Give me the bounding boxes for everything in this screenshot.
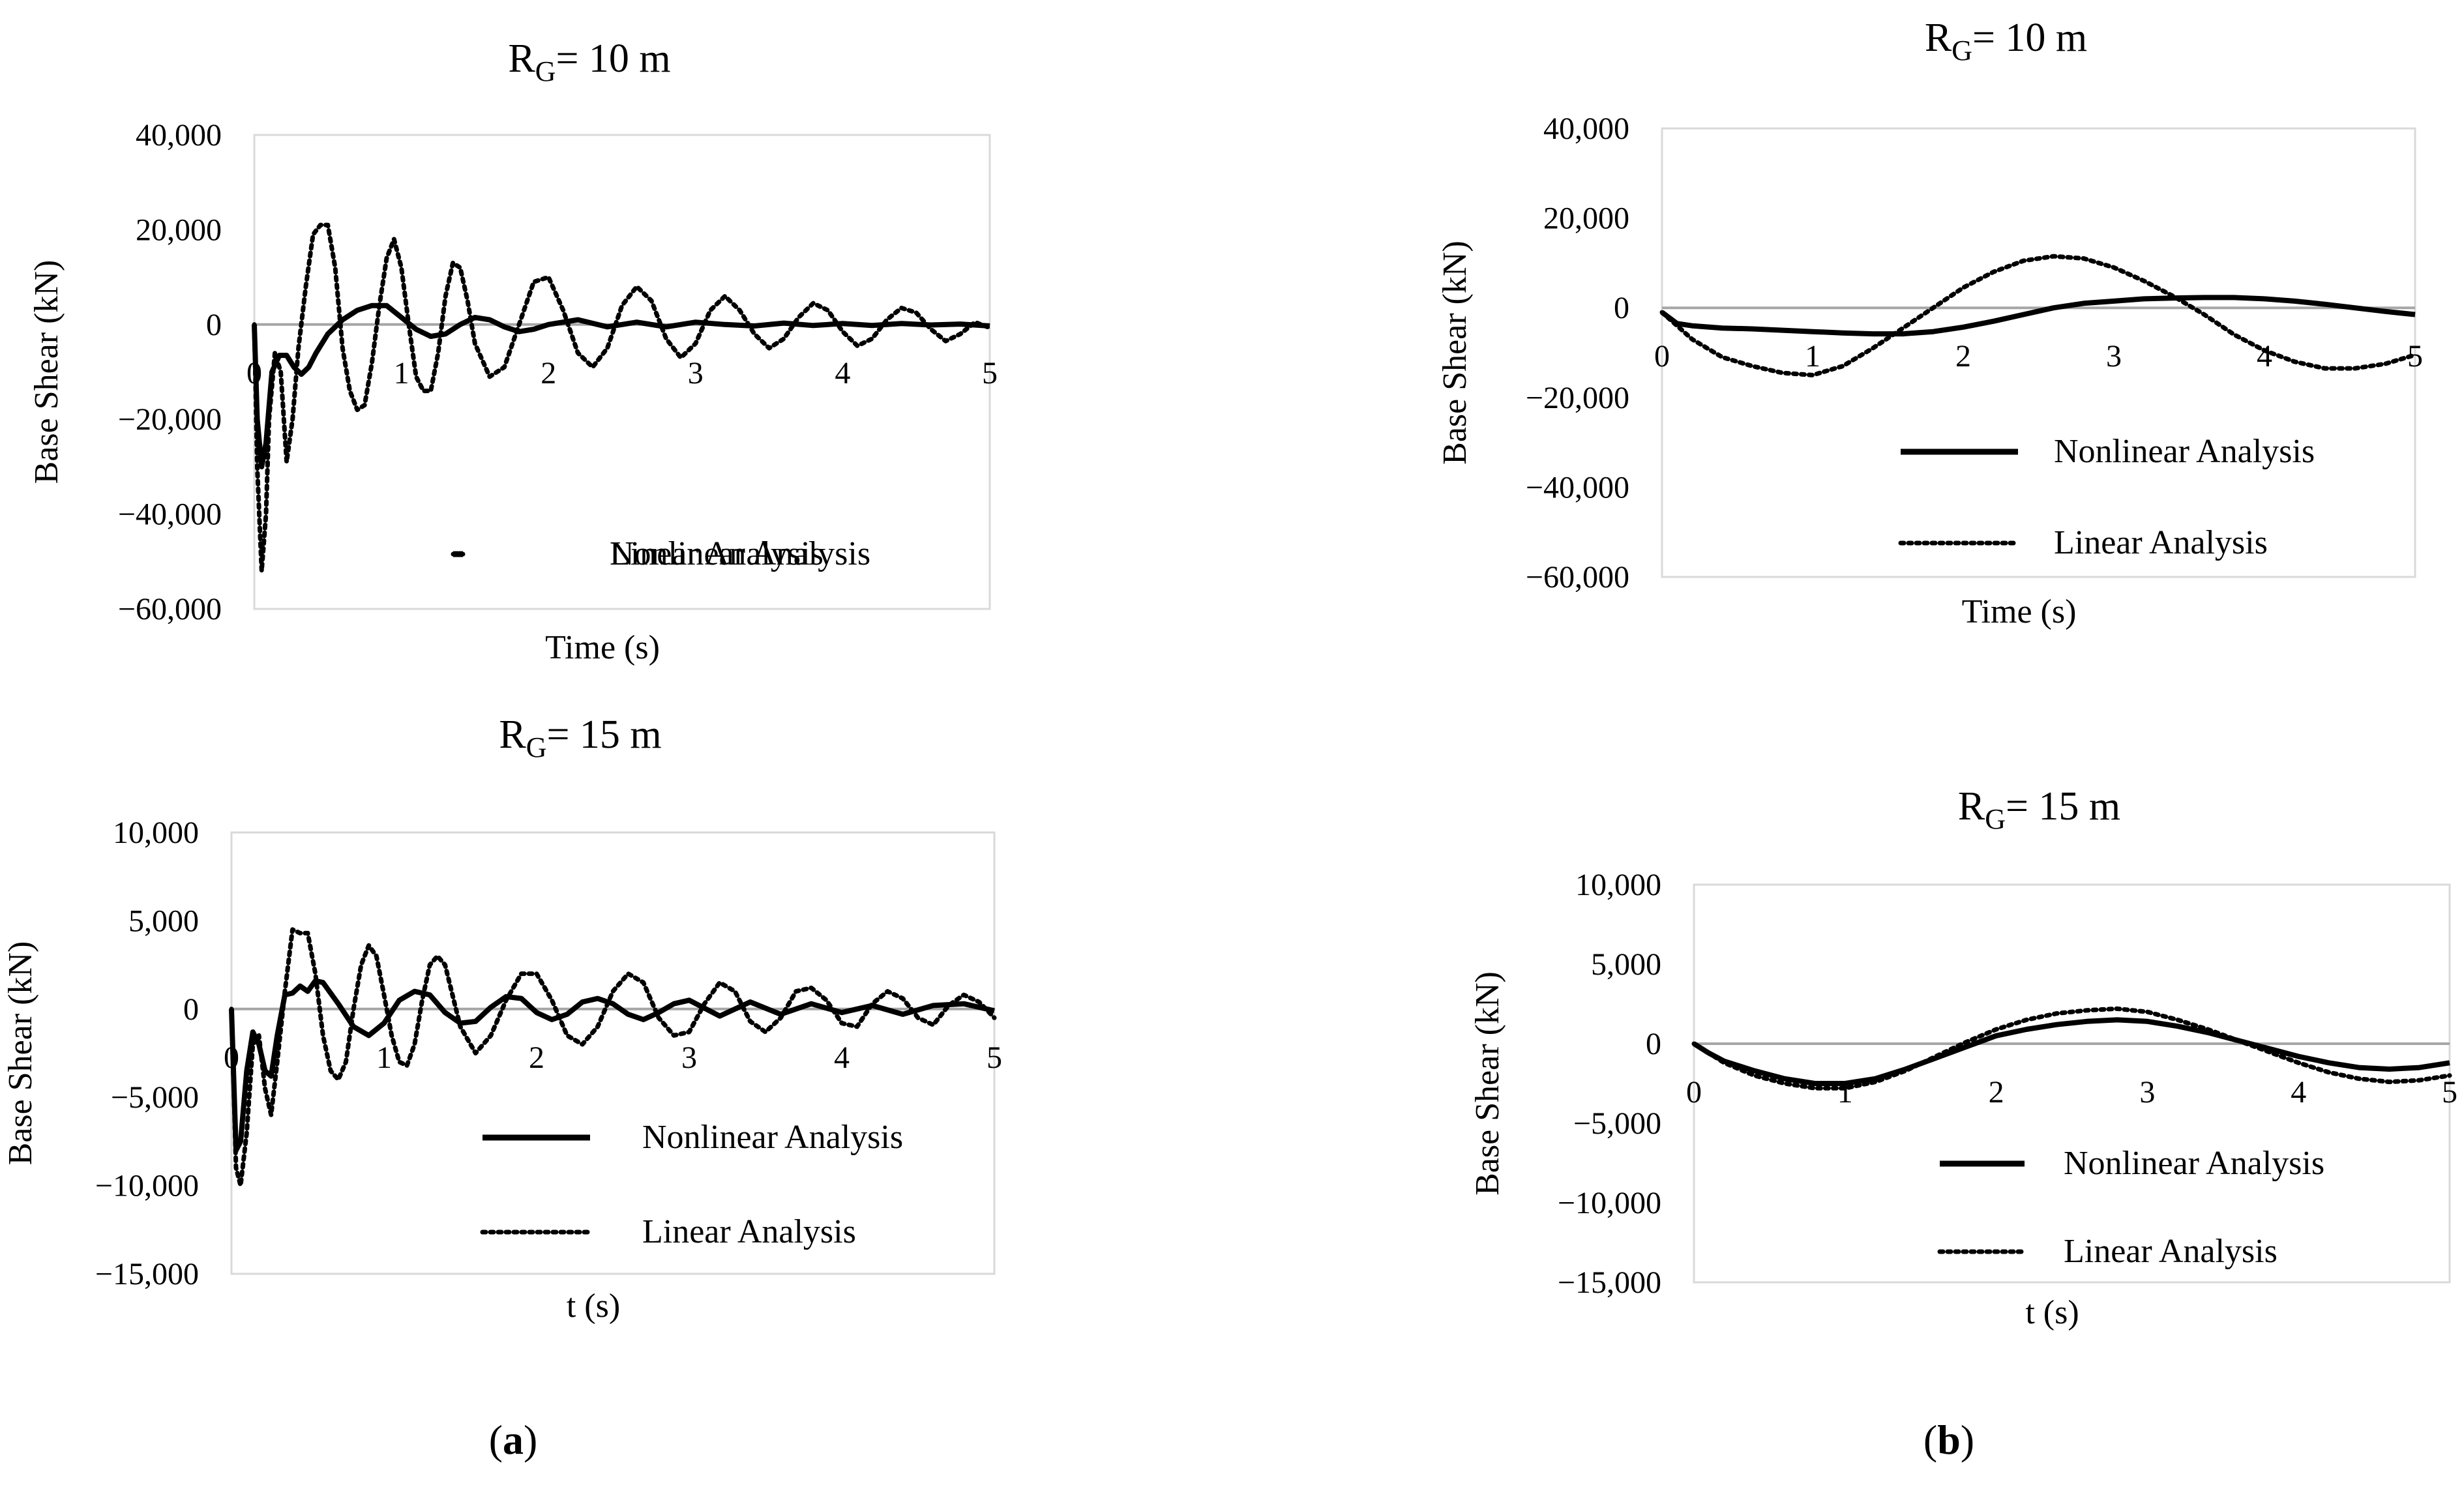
plot-area	[1693, 883, 2451, 1284]
x-tick-label: 3	[2106, 339, 2122, 374]
series-line-linear	[229, 927, 997, 1188]
x-axis-title: t (s)	[2025, 1294, 2079, 1331]
y-tick-label: −40,000	[1526, 470, 1629, 505]
y-axis-title: Base Shear (kN)	[1469, 971, 1506, 1196]
y-tick-label: 20,000	[136, 213, 222, 247]
series-line-linear	[252, 222, 992, 574]
x-tick-label: 3	[688, 356, 704, 390]
x-tick-label: 4	[835, 356, 850, 390]
y-tick-label: −60,000	[118, 592, 222, 626]
x-axis-title: t (s)	[567, 1288, 620, 1325]
y-tick-label: −15,000	[1558, 1265, 1661, 1300]
x-tick-label: 3	[681, 1040, 697, 1075]
legend-label: Linear Analysis	[610, 535, 824, 572]
chart-a-rg15: RG= 15 m −15,000 −10,000 −5,000 0 5,000 10,000…	[2, 713, 1002, 1325]
y-tick-label: 5,000	[128, 904, 199, 938]
x-tick-label: 5	[982, 356, 998, 390]
y-tick-label: −10,000	[95, 1169, 199, 1203]
series-line-nonlinear	[252, 302, 990, 469]
y-tick-label: 0	[1646, 1027, 1661, 1061]
x-tick-label: 4	[834, 1040, 850, 1075]
legend-label: Nonlinear Analysis	[2054, 433, 2315, 470]
panel-label-b: (b)	[1923, 1417, 1974, 1463]
chart-title: RG= 15 m	[1958, 784, 2120, 835]
chart-title: RG= 10 m	[508, 37, 670, 87]
legend-label: Nonlinear Analysis	[610, 535, 870, 572]
series-line-linear	[1691, 1006, 2452, 1091]
series-line-nonlinear	[229, 978, 995, 1153]
y-tick-label: 20,000	[1543, 201, 1629, 236]
x-axis-title: Time (s)	[1962, 593, 2077, 630]
y-tick-label: 40,000	[1543, 111, 1629, 146]
y-tick-label: −20,000	[1526, 381, 1629, 415]
y-tick-label: −5,000	[1573, 1106, 1661, 1141]
y-tick-label: −20,000	[118, 402, 222, 437]
legend-label: Nonlinear Analysis	[2064, 1145, 2324, 1182]
x-tick-label: 2	[529, 1040, 544, 1075]
legend-label: Nonlinear Analysis	[642, 1119, 903, 1156]
x-tick-label: 2	[1955, 339, 1971, 374]
legend-label: Linear Analysis	[642, 1213, 856, 1250]
y-tick-label: 0	[206, 308, 222, 342]
x-tick-label: 1	[1805, 339, 1820, 374]
y-tick-label: −40,000	[118, 497, 222, 532]
y-tick-label: 5,000	[1591, 947, 1661, 982]
x-tick-label: 4	[2257, 339, 2272, 374]
y-tick-label: −10,000	[1558, 1186, 1661, 1220]
x-tick-label: 2	[541, 356, 556, 390]
chart-b-rg15: RG= 15 m −15,000 −10,000 −5,000 0 5,000 10,000…	[1469, 784, 2457, 1331]
x-tick-label: 4	[2291, 1075, 2306, 1110]
chart-a-rg10: RG= 10 m −60,000 −40,000 −20,000 0 20,000 40,0…	[28, 37, 998, 666]
chart-title: RG= 10 m	[1925, 16, 2087, 66]
y-tick-label: 40,000	[136, 118, 222, 153]
y-tick-label: −60,000	[1526, 560, 1629, 595]
x-tick-label: 5	[987, 1040, 1002, 1075]
panel-label-a: (a)	[489, 1417, 538, 1463]
y-tick-label: 10,000	[1575, 868, 1661, 902]
y-axis-title: Base Shear (kN)	[28, 260, 65, 484]
legend-label: Linear Analysis	[2064, 1233, 2278, 1270]
x-tick-label: 2	[1989, 1075, 2004, 1110]
x-tick-label: 1	[376, 1040, 392, 1075]
legend-label: Linear Analysis	[2054, 524, 2268, 561]
y-tick-label: 10,000	[113, 816, 199, 850]
series-line-nonlinear	[1660, 295, 2416, 337]
x-tick-label: 0	[1654, 339, 1670, 374]
chart-b-rg10: RG= 10 m −60,000 −40,000 −20,000 0 20,000 40,0…	[1436, 16, 2423, 630]
x-tick-label: 0	[1686, 1075, 1702, 1110]
plot-area	[1661, 127, 2416, 578]
y-tick-label: 0	[183, 992, 199, 1027]
series-line-linear	[1659, 254, 2418, 377]
x-tick-label: 5	[2442, 1075, 2457, 1110]
y-axis-title: Base Shear (kN)	[1436, 241, 1474, 465]
chart-title: RG= 15 m	[499, 713, 661, 763]
x-axis-title: Time (s)	[545, 629, 660, 666]
series-line-nonlinear	[1692, 1017, 2450, 1086]
y-tick-label: −15,000	[95, 1257, 199, 1291]
x-tick-label: 1	[394, 356, 409, 390]
y-axis-title: Base Shear (kN)	[2, 941, 39, 1166]
y-tick-label: 0	[1614, 291, 1629, 325]
y-tick-label: −5,000	[111, 1080, 199, 1115]
x-tick-label: 3	[2139, 1075, 2155, 1110]
